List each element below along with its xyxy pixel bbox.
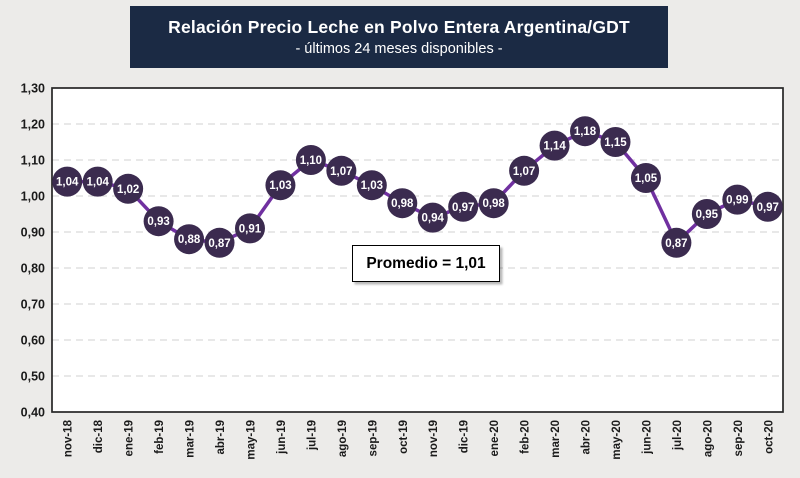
x-axis-label: dic-19 [459, 420, 471, 453]
data-point-marker [52, 166, 83, 197]
data-point-label: 0,88 [178, 234, 201, 246]
y-axis-label: 1,10 [21, 154, 45, 168]
data-point-marker [356, 170, 387, 201]
data-point-marker [265, 170, 296, 201]
x-axis-label: ago-19 [337, 420, 349, 457]
x-axis-label: oct-19 [398, 420, 410, 454]
data-point-label: 1,10 [300, 155, 322, 167]
data-point-marker [234, 213, 265, 244]
data-point-marker [722, 184, 753, 215]
data-point-marker [143, 206, 174, 237]
x-axis-label: sep-20 [733, 420, 745, 456]
data-point-marker [539, 130, 570, 161]
x-axis-label: abr-19 [215, 420, 227, 455]
x-axis-label: feb-19 [154, 420, 166, 454]
data-point-label: 0,99 [726, 195, 748, 207]
data-point-marker [326, 155, 357, 186]
x-axis-label: nov-19 [428, 420, 440, 457]
data-point-label: 1,14 [543, 141, 566, 153]
data-point-label: 0,97 [757, 202, 779, 214]
data-point-label: 1,04 [86, 177, 109, 189]
data-point-marker [387, 188, 418, 219]
data-point-marker [478, 188, 509, 219]
data-point-marker [600, 127, 631, 157]
x-axis-label: ene-19 [124, 420, 136, 456]
x-axis-label: oct-20 [763, 420, 775, 454]
chart-title: Relación Precio Leche en Polvo Entera Ar… [168, 17, 630, 37]
x-axis-label: jul-20 [672, 420, 684, 451]
data-point-marker [661, 227, 692, 258]
x-axis-label: jun-20 [641, 420, 653, 455]
x-axis-label: ago-20 [702, 420, 714, 457]
y-axis-label: 0,40 [21, 406, 45, 420]
x-axis-label: jul-19 [306, 420, 318, 451]
x-axis-label: may-20 [611, 420, 623, 460]
data-point-label: 0,94 [422, 213, 445, 225]
data-point-marker [204, 227, 235, 258]
average-annotation-label: Promedio = 1,01 [366, 254, 486, 272]
average-annotation-box: Promedio = 1,01 [352, 245, 500, 282]
data-point-label: 0,95 [696, 209, 719, 221]
data-point-label: 0,98 [391, 198, 414, 210]
data-point-label: 1,18 [574, 126, 597, 138]
y-axis-label: 0,80 [21, 262, 45, 276]
data-point-marker [82, 166, 113, 197]
x-axis-label: feb-20 [520, 420, 532, 454]
data-point-marker [752, 191, 783, 222]
data-point-label: 0,98 [482, 198, 505, 210]
data-point-label: 1,15 [604, 137, 627, 149]
x-axis-label: dic-18 [93, 419, 105, 453]
data-point-label: 0,91 [239, 223, 262, 235]
chart-subtitle: - últimos 24 meses disponibles - [295, 41, 503, 57]
data-point-label: 1,07 [330, 166, 352, 178]
x-axis-label: mar-19 [185, 420, 197, 458]
data-point-label: 1,05 [635, 173, 658, 185]
data-point-label: 1,07 [513, 166, 535, 178]
data-point-label: 0,97 [452, 202, 474, 214]
x-axis-label: abr-20 [581, 420, 593, 455]
data-point-label: 0,87 [208, 238, 230, 250]
data-point-marker [113, 173, 144, 204]
chart-title-box: Relación Precio Leche en Polvo Entera Ar… [130, 6, 668, 68]
data-point-marker [509, 155, 540, 186]
data-point-marker [630, 163, 661, 193]
x-axis-label: nov-18 [63, 419, 75, 457]
data-point-label: 1,03 [269, 180, 291, 192]
data-point-label: 1,04 [56, 177, 79, 189]
data-point-marker [295, 145, 326, 175]
y-axis-label: 1,30 [21, 82, 45, 96]
x-axis-label: sep-19 [367, 420, 379, 456]
y-axis-label: 0,60 [21, 334, 45, 348]
x-axis-label: ene-20 [489, 420, 501, 456]
data-point-marker [691, 199, 722, 229]
y-axis-label: 1,20 [21, 118, 45, 132]
y-axis-label: 0,50 [21, 370, 45, 384]
data-point-marker [417, 202, 448, 233]
y-axis-label: 0,90 [21, 226, 45, 240]
data-point-marker [448, 191, 479, 222]
y-axis-label: 1,00 [21, 190, 45, 204]
x-axis-label: jun-19 [276, 420, 288, 455]
plot-border [51, 87, 784, 413]
data-point-label: 1,02 [117, 184, 139, 196]
y-axis-label: 0,70 [21, 298, 45, 312]
data-point-label: 0,87 [665, 238, 687, 250]
x-axis-label: may-19 [245, 420, 257, 460]
data-point-marker [570, 116, 601, 147]
data-point-label: 1,03 [361, 180, 383, 192]
x-axis-label: mar-20 [550, 420, 562, 458]
data-point-marker [174, 224, 205, 255]
data-point-label: 0,93 [147, 216, 169, 228]
